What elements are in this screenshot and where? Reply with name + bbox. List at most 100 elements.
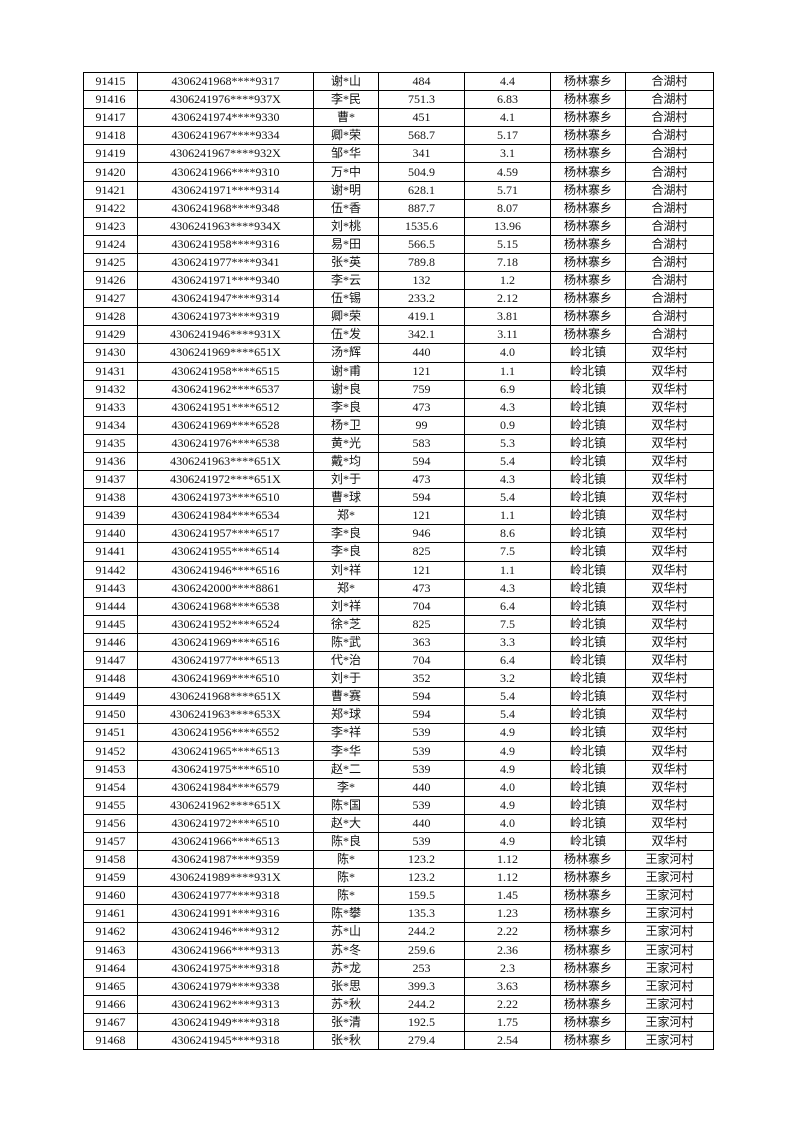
serial-number-cell: 91449 <box>83 687 138 707</box>
township-cell: 杨林寨乡 <box>550 940 626 960</box>
serial-number-cell: 91431 <box>83 361 138 381</box>
name-cell: 李* <box>313 777 379 797</box>
id-number-cell: 4306241984****6579 <box>137 777 314 797</box>
value-cell: 7.5 <box>464 614 551 634</box>
value-cell: 5.4 <box>464 451 551 472</box>
records-table-body: 91415 4306241968****9317 谢*山 484 4.4 杨林寨乡 合湖村 9… <box>83 71 714 1051</box>
name-cell: 郑*球 <box>313 705 379 725</box>
township-cell: 岭北镇 <box>550 687 626 707</box>
value-cell: 5.4 <box>464 705 551 725</box>
amount-cell: 539 <box>378 759 465 779</box>
serial-number-cell: 91417 <box>83 108 138 128</box>
township-cell: 岭北镇 <box>550 614 626 634</box>
township-cell: 岭北镇 <box>550 415 626 435</box>
amount-cell: 233.2 <box>378 289 465 309</box>
serial-number-cell: 91443 <box>83 578 138 598</box>
village-cell: 双华村 <box>625 560 714 580</box>
amount-cell: 244.2 <box>378 922 465 942</box>
village-cell: 合湖村 <box>625 216 714 236</box>
id-number-cell: 4306241979****9338 <box>137 976 314 996</box>
amount-cell: 342.1 <box>378 325 465 345</box>
village-cell: 合湖村 <box>625 162 714 182</box>
id-number-cell: 4306241962****9313 <box>137 994 314 1014</box>
id-number-cell: 4306241969****6528 <box>137 415 314 435</box>
name-cell: 谢*良 <box>313 379 379 399</box>
table-row: 91427 4306241947****9314 伍*锡 233.2 2.12 杨林寨乡合… <box>83 289 714 309</box>
township-cell: 杨林寨乡 <box>550 325 626 345</box>
table-row: 91457 4306241966****6513 陈*良 539 4.9 岭北镇 双华村 <box>83 831 714 852</box>
id-number-cell: 4306241969****6516 <box>137 632 314 653</box>
village-cell: 合湖村 <box>625 325 714 345</box>
serial-number-cell: 91453 <box>83 759 138 779</box>
id-number-cell: 4306241962****651X <box>137 795 314 815</box>
village-cell: 双华村 <box>625 759 714 779</box>
serial-number-cell: 91415 <box>83 71 138 92</box>
amount-cell: 566.5 <box>378 234 465 254</box>
table-row: 91461 4306241991****9316 陈*攀 135.3 1.23 杨林寨乡王… <box>83 904 714 924</box>
name-cell: 万*中 <box>313 162 379 182</box>
id-number-cell: 4306241966****6513 <box>137 831 314 852</box>
amount-cell: 628.1 <box>378 180 465 200</box>
table-row: 91453 4306241975****6510 赵*二 539 4.9 岭北镇 双华村 <box>83 759 714 779</box>
township-cell: 杨林寨乡 <box>550 886 626 906</box>
village-cell: 双华村 <box>625 451 714 472</box>
serial-number-cell: 91429 <box>83 325 138 345</box>
table-row: 91416 4306241976****937X 李*民 751.3 6.83 杨林寨乡合… <box>83 90 714 110</box>
serial-number-cell: 91464 <box>83 958 138 978</box>
value-cell: 6.83 <box>464 90 551 110</box>
serial-number-cell: 91425 <box>83 252 138 273</box>
table-row: 91433 4306241951****6512 李*良 473 4.3 岭北镇 双华村 <box>83 397 714 417</box>
village-cell: 双华村 <box>625 596 714 616</box>
village-cell: 合湖村 <box>625 198 714 218</box>
value-cell: 5.17 <box>464 126 551 146</box>
township-cell: 岭北镇 <box>550 795 626 815</box>
name-cell: 刘*祥 <box>313 596 379 616</box>
name-cell: 戴*均 <box>313 451 379 472</box>
village-cell: 王家河村 <box>625 976 714 996</box>
table-row: 91430 4306241969****651X 汤*辉 440 4.0 岭北镇 双华村 <box>83 343 714 363</box>
village-cell: 合湖村 <box>625 289 714 309</box>
serial-number-cell: 91433 <box>83 397 138 417</box>
id-number-cell: 4306241972****6510 <box>137 813 314 833</box>
table-row: 91441 4306241955****6514 李*良 825 7.5 岭北镇 双华村 <box>83 542 714 562</box>
amount-cell: 789.8 <box>378 252 465 273</box>
amount-cell: 121 <box>378 361 465 381</box>
value-cell: 3.2 <box>464 669 551 689</box>
serial-number-cell: 91419 <box>83 144 138 164</box>
amount-cell: 1535.6 <box>378 216 465 236</box>
table-row: 91429 4306241946****931X 伍*发 342.1 3.11 杨林寨乡合… <box>83 325 714 345</box>
amount-cell: 539 <box>378 741 465 761</box>
village-cell: 合湖村 <box>625 144 714 164</box>
value-cell: 3.11 <box>464 325 551 345</box>
village-cell: 双华村 <box>625 614 714 634</box>
serial-number-cell: 91463 <box>83 940 138 960</box>
amount-cell: 594 <box>378 705 465 725</box>
table-row: 91431 4306241958****6515 谢*甫 121 1.1 岭北镇 双华村 <box>83 361 714 381</box>
serial-number-cell: 91465 <box>83 976 138 996</box>
table-row: 91418 4306241967****9334 卿*荣 568.7 5.17 杨林寨乡合… <box>83 126 714 146</box>
serial-number-cell: 91450 <box>83 705 138 725</box>
township-cell: 杨林寨乡 <box>550 994 626 1014</box>
village-cell: 双华村 <box>625 488 714 508</box>
serial-number-cell: 91435 <box>83 433 138 453</box>
table-row: 91422 4306241968****9348 伍*香 887.7 8.07 杨林寨乡合… <box>83 198 714 218</box>
id-number-cell: 4306241965****6513 <box>137 741 314 761</box>
amount-cell: 594 <box>378 451 465 472</box>
value-cell: 1.45 <box>464 886 551 906</box>
village-cell: 双华村 <box>625 632 714 653</box>
table-row: 91420 4306241966****9310 万*中 504.9 4.59 杨林寨乡合… <box>83 162 714 182</box>
name-cell: 伍*发 <box>313 325 379 345</box>
value-cell: 4.0 <box>464 813 551 833</box>
township-cell: 岭北镇 <box>550 723 626 743</box>
value-cell: 5.71 <box>464 180 551 200</box>
id-number-cell: 4306241971****9314 <box>137 180 314 200</box>
name-cell: 李*良 <box>313 524 379 544</box>
township-cell: 杨林寨乡 <box>550 1012 626 1032</box>
amount-cell: 159.5 <box>378 886 465 906</box>
value-cell: 4.9 <box>464 759 551 779</box>
id-number-cell: 4306241987****9359 <box>137 850 314 870</box>
amount-cell: 825 <box>378 614 465 634</box>
amount-cell: 704 <box>378 596 465 616</box>
id-number-cell: 4306241955****6514 <box>137 542 314 562</box>
id-number-cell: 4306241971****9340 <box>137 271 314 291</box>
